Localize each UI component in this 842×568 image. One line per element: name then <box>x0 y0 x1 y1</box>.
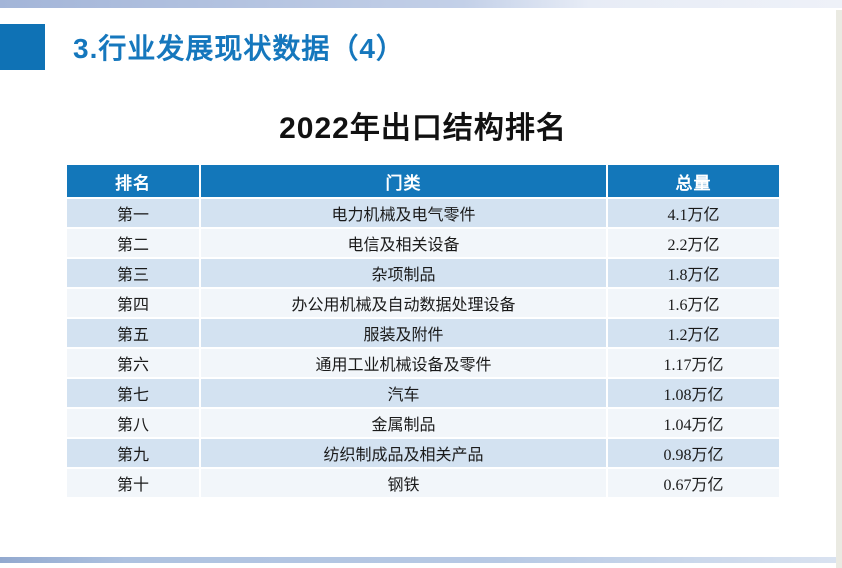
category-cell: 汽车 <box>199 377 608 409</box>
category-cell: 办公用机械及自动数据处理设备 <box>199 287 608 319</box>
top-accent-bar <box>0 0 842 8</box>
table-header-row: 排名 门类 总量 <box>67 165 779 199</box>
table-row: 第四 办公用机械及自动数据处理设备 1.6万亿 <box>67 287 779 319</box>
rank-cell: 第九 <box>67 437 201 469</box>
table-title: 2022年出口结构排名 <box>279 112 567 145</box>
table-row: 第一 电力机械及电气零件 4.1万亿 <box>67 197 779 229</box>
category-cell: 钢铁 <box>199 467 608 499</box>
table-row: 第十 钢铁 0.67万亿 <box>67 467 779 499</box>
column-header-total: 总量 <box>606 165 779 199</box>
table-row: 第七 汽车 1.08万亿 <box>67 377 779 409</box>
rank-cell: 第四 <box>67 287 201 319</box>
total-cell: 2.2万亿 <box>606 227 779 259</box>
total-cell: 1.08万亿 <box>606 377 779 409</box>
table-row: 第三 杂项制品 1.8万亿 <box>67 257 779 289</box>
rank-cell: 第一 <box>67 197 201 229</box>
total-cell: 1.04万亿 <box>606 407 779 439</box>
heading-row: 3.行业发展现状数据（4） <box>0 24 842 70</box>
column-header-category: 门类 <box>199 165 608 199</box>
table-row: 第六 通用工业机械设备及零件 1.17万亿 <box>67 347 779 379</box>
rank-cell: 第八 <box>67 407 201 439</box>
rank-cell: 第五 <box>67 317 201 349</box>
table-row: 第五 服装及附件 1.2万亿 <box>67 317 779 349</box>
page-heading: 3.行业发展现状数据（4） <box>73 33 405 64</box>
accent-square <box>0 24 45 70</box>
rank-cell: 第三 <box>67 257 201 289</box>
table-body: 第一 电力机械及电气零件 4.1万亿 第二 电信及相关设备 2.2万亿 第三 杂项制品 1.8万… <box>67 197 779 499</box>
category-cell: 纺织制成品及相关产品 <box>199 437 608 469</box>
table-row: 第九 纺织制成品及相关产品 0.98万亿 <box>67 437 779 469</box>
rank-cell: 第十 <box>67 467 201 499</box>
table-row: 第二 电信及相关设备 2.2万亿 <box>67 227 779 259</box>
rank-cell: 第二 <box>67 227 201 259</box>
total-cell: 1.2万亿 <box>606 317 779 349</box>
column-header-rank: 排名 <box>67 165 201 199</box>
category-cell: 金属制品 <box>199 407 608 439</box>
table-row: 第八 金属制品 1.04万亿 <box>67 407 779 439</box>
category-cell: 服装及附件 <box>199 317 608 349</box>
category-cell: 电力机械及电气零件 <box>199 197 608 229</box>
rank-cell: 第七 <box>67 377 201 409</box>
total-cell: 0.98万亿 <box>606 437 779 469</box>
right-edge-strip <box>836 10 842 568</box>
rank-cell: 第六 <box>67 347 201 379</box>
bottom-accent-bar <box>0 557 836 563</box>
total-cell: 1.6万亿 <box>606 287 779 319</box>
total-cell: 0.67万亿 <box>606 467 779 499</box>
total-cell: 1.17万亿 <box>606 347 779 379</box>
category-cell: 通用工业机械设备及零件 <box>199 347 608 379</box>
category-cell: 电信及相关设备 <box>199 227 608 259</box>
category-cell: 杂项制品 <box>199 257 608 289</box>
ranking-table: 排名 门类 总量 第一 电力机械及电气零件 4.1万亿 第二 电信及相关设备 2.2万亿第… <box>67 165 779 499</box>
total-cell: 1.8万亿 <box>606 257 779 289</box>
total-cell: 4.1万亿 <box>606 197 779 229</box>
